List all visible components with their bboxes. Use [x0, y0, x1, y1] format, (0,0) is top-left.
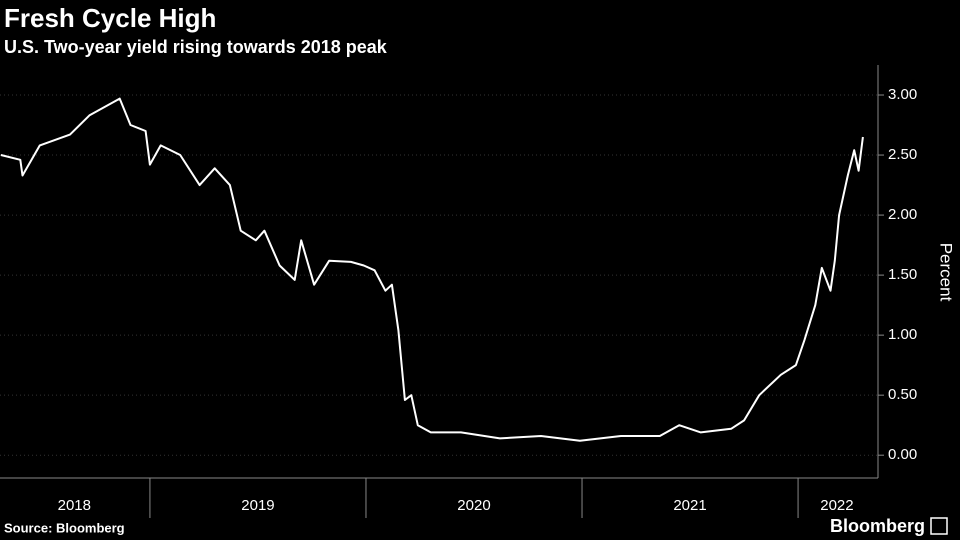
- brand-icon: [930, 517, 948, 535]
- chart-title: Fresh Cycle High: [4, 3, 216, 33]
- x-tick-label: 2019: [241, 497, 274, 514]
- y-tick-label: 2.00: [888, 206, 917, 223]
- source: Source: Bloomberg: [4, 520, 125, 535]
- y-tick-label: 1.50: [888, 266, 917, 283]
- x-tick-label: 2020: [457, 497, 490, 514]
- y-axis-label: Percent: [937, 243, 956, 302]
- y-tick-label: 1.00: [888, 326, 917, 343]
- chart-subtitle: U.S. Two-year yield rising towards 2018 …: [4, 37, 388, 57]
- x-tick-label: 2021: [673, 497, 706, 514]
- brand: Bloomberg: [830, 516, 925, 536]
- y-tick-label: 2.50: [888, 146, 917, 163]
- x-tick-label: 2018: [58, 497, 91, 514]
- y-tick-label: 0.00: [888, 446, 917, 463]
- x-tick-label: 2022: [820, 497, 853, 514]
- y-tick-label: 0.50: [888, 386, 917, 403]
- line: [0, 97, 864, 442]
- y-tick-label: 3.00: [888, 86, 917, 103]
